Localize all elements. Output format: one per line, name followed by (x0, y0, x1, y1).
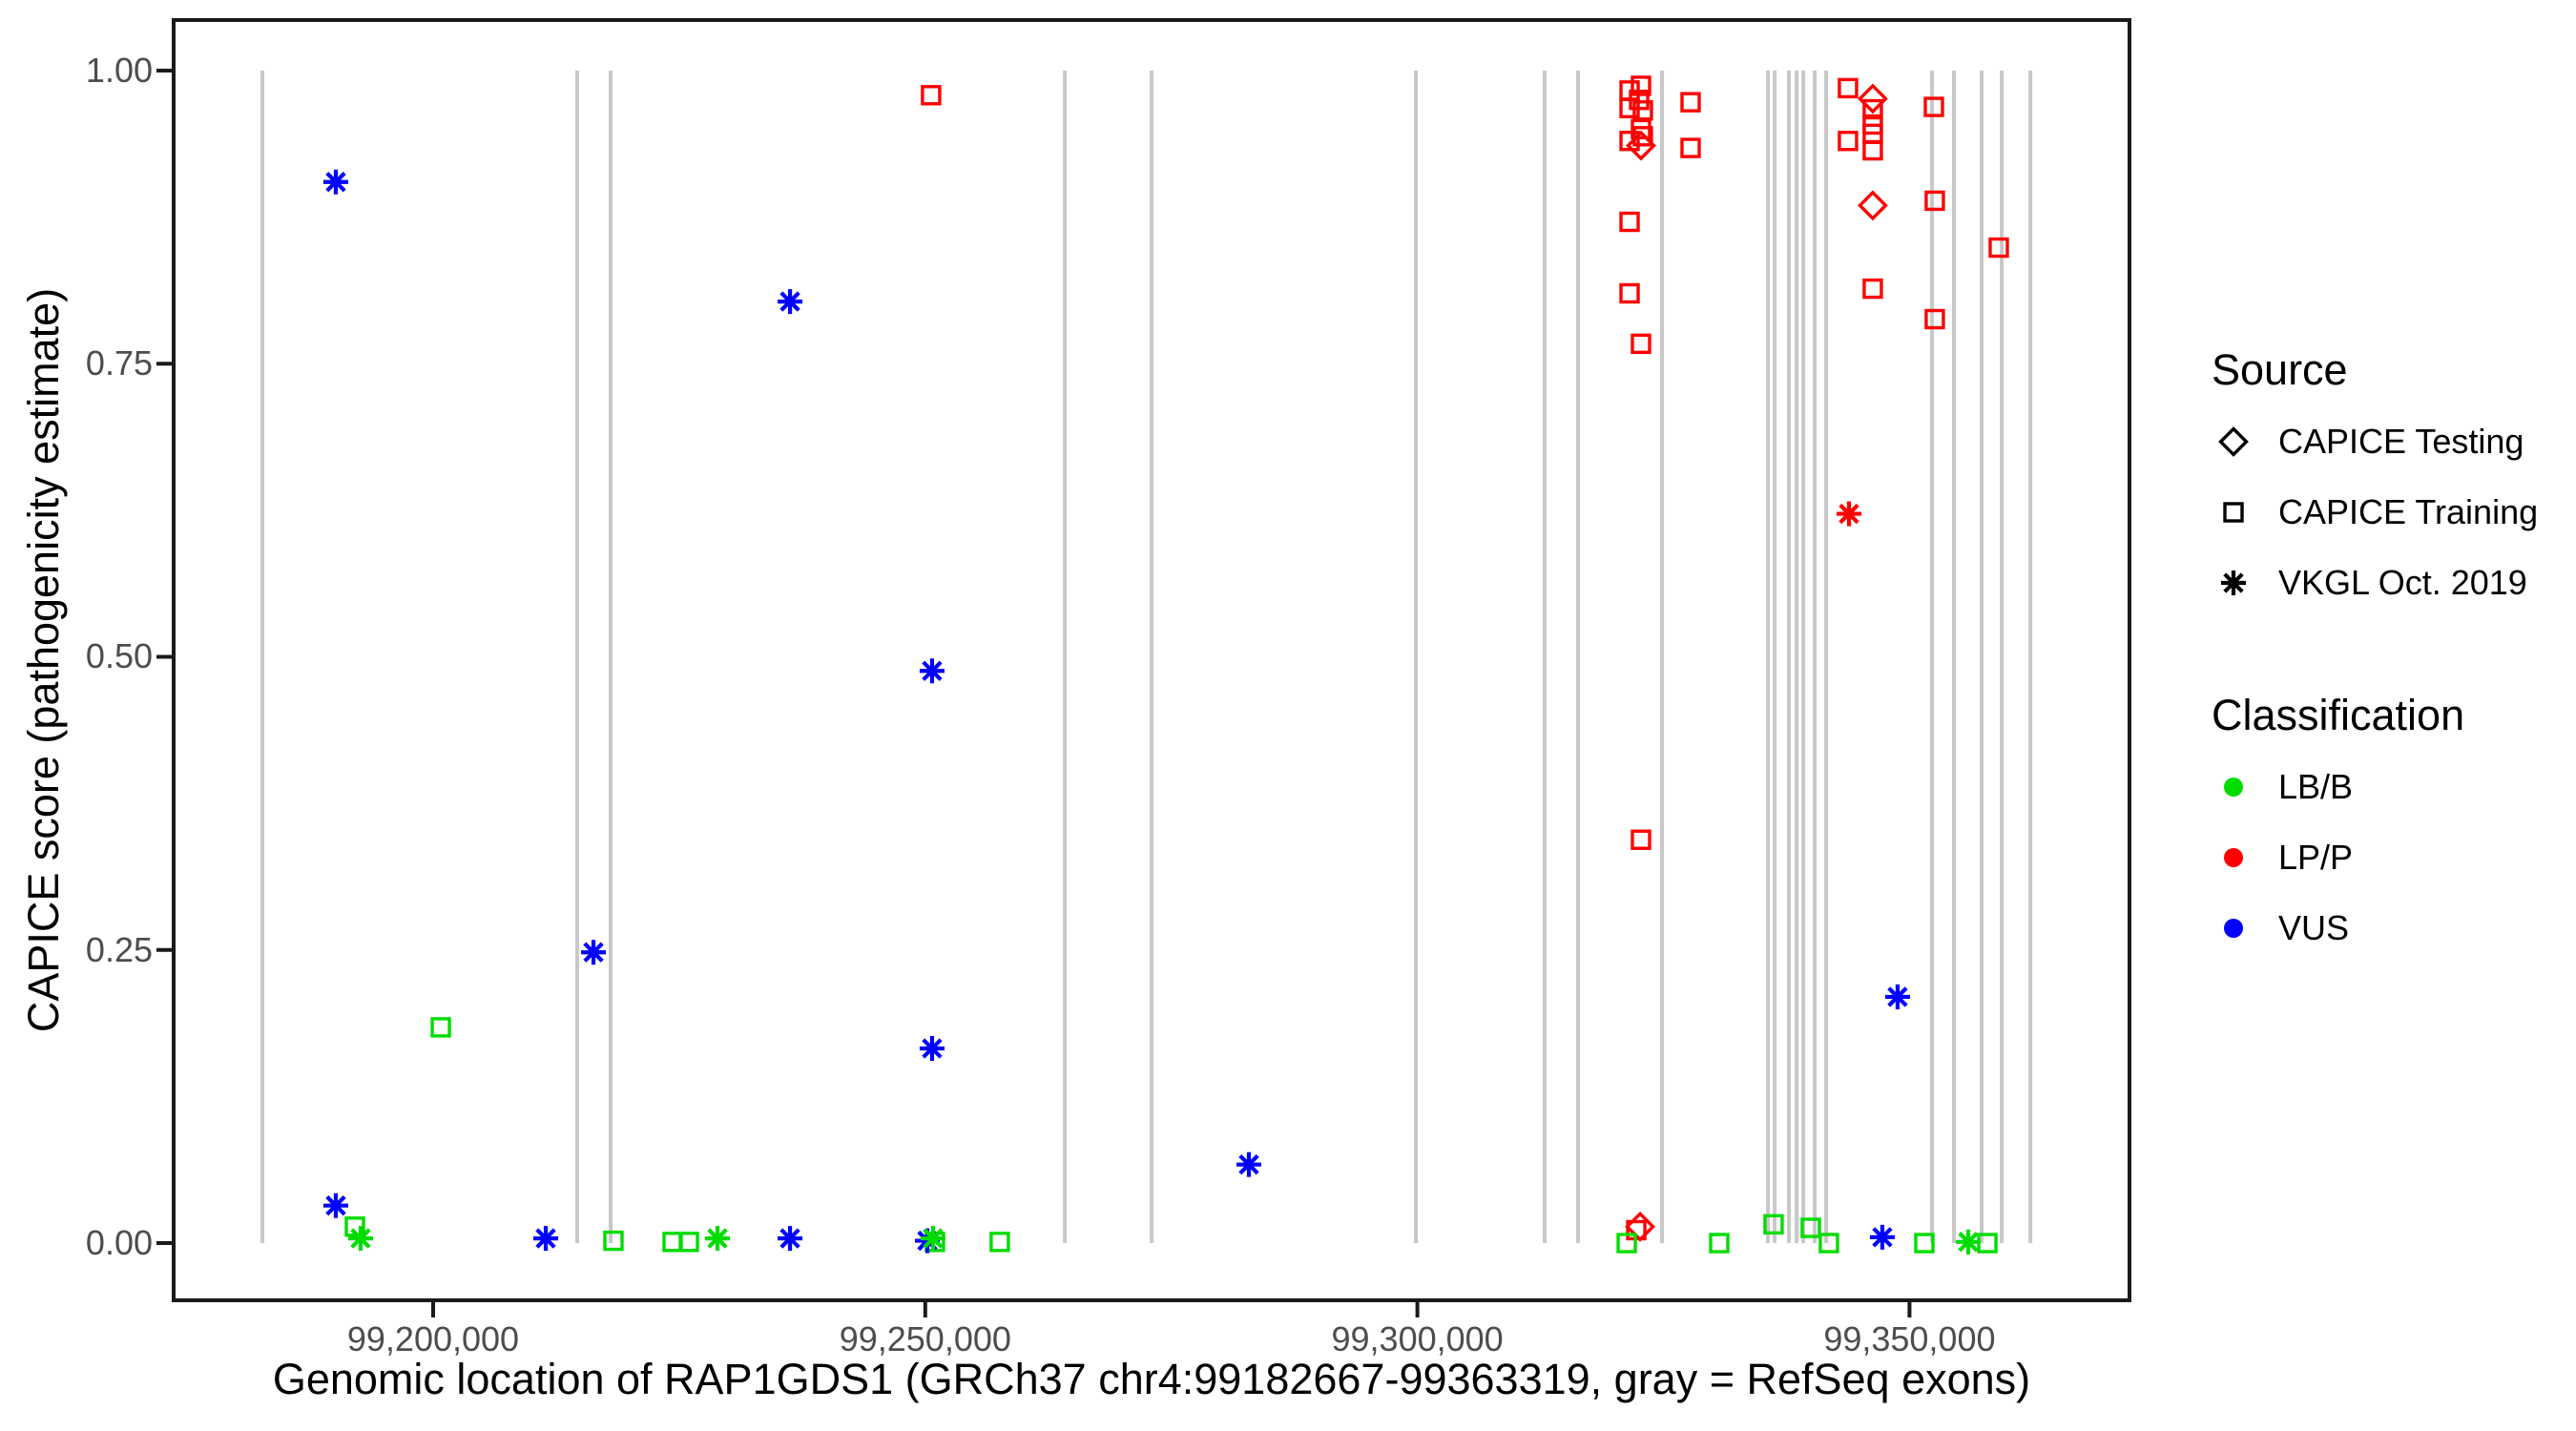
legend-source-title: Source (2212, 345, 2348, 394)
data-point (322, 169, 348, 195)
data-point (919, 658, 945, 684)
green-dot-icon (2212, 765, 2255, 809)
data-point (1763, 1213, 1784, 1235)
data-point (1924, 190, 1945, 212)
data-point (1236, 1151, 1261, 1177)
y-tick-label: 0.00 (85, 1223, 153, 1263)
data-point (603, 1230, 624, 1252)
x-tick-label: 99,250,000 (839, 1319, 1011, 1358)
data-point (662, 1232, 683, 1253)
data-point (1858, 190, 1888, 221)
series-capice-training-lb-b (344, 1017, 1998, 1254)
legend-item-vus: VUS (2212, 893, 2464, 964)
y-tick-label: 0.25 (85, 929, 153, 969)
data-point (1988, 237, 2009, 259)
series-capice-training-lp-p (921, 75, 2009, 1241)
data-point (1862, 278, 1883, 300)
legend-item-vkgl: VKGL Oct. 2019 (2212, 548, 2538, 618)
data-point (989, 1232, 1010, 1253)
series-vkgl-oct-2019-lb-b (347, 1226, 1982, 1255)
data-point (919, 1036, 945, 1061)
data-point (347, 1226, 373, 1252)
data-point (1836, 501, 1861, 527)
x-tick-label: 99,200,000 (346, 1319, 520, 1358)
data-point (920, 1226, 945, 1252)
data-point (1709, 1233, 1730, 1254)
data-point (1619, 211, 1640, 233)
panel-border (172, 18, 2131, 1302)
legend-source: Source CAPICE Testing CAPICE Training VK… (2212, 345, 2538, 618)
legend-label: CAPICE Training (2278, 492, 2539, 531)
y-tick-label: 0.75 (85, 343, 153, 384)
legend-item-lbb: LB/B (2212, 752, 2464, 822)
y-tick-label: 1.00 (85, 50, 153, 90)
data-point (1616, 1233, 1637, 1254)
data-point (1838, 131, 1859, 152)
data-point (1680, 92, 1701, 113)
data-point (1862, 98, 1883, 120)
square-icon (2212, 490, 2255, 534)
data-point (430, 1017, 451, 1038)
data-point (1858, 83, 1888, 114)
data-point (1632, 126, 1653, 147)
legend-label: VUS (2278, 908, 2350, 947)
legend-label: LB/B (2278, 767, 2354, 806)
data-point (778, 1226, 803, 1252)
series-vkgl-oct-2019-vus (322, 169, 1910, 1254)
diamond-icon (2212, 420, 2255, 464)
data-point (678, 1232, 699, 1253)
data-point (1956, 1229, 1982, 1255)
red-dot-icon (2212, 836, 2255, 880)
data-point (1619, 131, 1640, 152)
legend-item-capice-testing: CAPICE Testing (2212, 406, 2538, 477)
legend-item-capice-training: CAPICE Training (2212, 477, 2538, 548)
data-point (921, 85, 942, 106)
x-tick-label: 99,300,000 (1331, 1319, 1504, 1358)
data-point (533, 1226, 559, 1252)
blue-dot-icon (2212, 906, 2255, 950)
asterisk-glyph (2221, 570, 2246, 595)
data-point (1631, 75, 1652, 96)
data-point (1923, 96, 1944, 117)
dot-glyph (2224, 778, 2243, 797)
data-point (1619, 282, 1640, 304)
data-point (581, 940, 607, 965)
asterisk-icon (2212, 561, 2255, 605)
data-point (1862, 139, 1883, 161)
data-point (1838, 77, 1859, 99)
dot-glyph (2224, 919, 2243, 938)
data-point (1631, 829, 1652, 850)
data-point (1884, 984, 1910, 1009)
data-point (1680, 137, 1701, 158)
legend-label: LP/P (2278, 838, 2354, 877)
legend-label: VKGL Oct. 2019 (2278, 563, 2527, 602)
series-vkgl-oct-2019-lp-p (1836, 501, 1861, 527)
data-point (1818, 1233, 1839, 1254)
legend-classification: Classification LB/B LP/P VUS (2212, 691, 2464, 964)
data-point (1631, 333, 1652, 355)
data-point (322, 1192, 348, 1218)
data-point (1800, 1217, 1821, 1238)
y-tick-label: 0.50 (85, 636, 153, 676)
data-point (778, 289, 803, 315)
series-capice-testing-lp-p (1625, 83, 1888, 1242)
data-point (1924, 308, 1945, 330)
data-point (1869, 1224, 1895, 1250)
legend-item-lpp: LP/P (2212, 822, 2464, 893)
data-point (1914, 1233, 1935, 1254)
diamond-glyph (2218, 426, 2249, 457)
legend-classification-title: Classification (2212, 691, 2465, 739)
data-point (1626, 130, 1656, 161)
data-point (705, 1226, 731, 1252)
square-glyph (2223, 502, 2244, 523)
x-axis-title: Genomic location of RAP1GDS1 (GRCh37 chr… (272, 1355, 2031, 1403)
data-point (1619, 97, 1640, 119)
dot-glyph (2224, 848, 2243, 867)
legend-label: CAPICE Testing (2278, 422, 2524, 461)
x-tick-label: 99,350,000 (1823, 1319, 1996, 1358)
